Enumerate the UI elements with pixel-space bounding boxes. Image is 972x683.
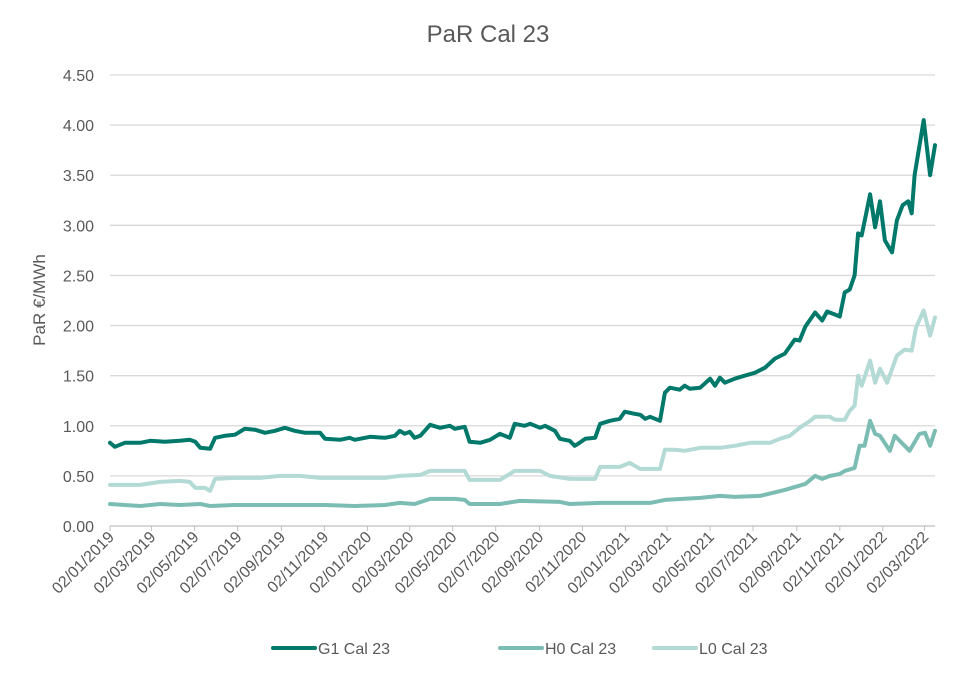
series-line-h0-cal-23 [108,418,937,508]
y-axis-label: PaR €/MWh [30,254,49,346]
y-tick-label: 2.50 [63,268,94,285]
y-tick-label: 1.50 [63,369,94,386]
legend-label: G1 Cal 23 [318,641,390,658]
series-line-l0-cal-23 [108,308,937,493]
legend-label: H0 Cal 23 [545,641,616,658]
legend-label: L0 Cal 23 [699,641,768,658]
chart-title: PaR Cal 23 [427,21,550,48]
y-tick-label: 0.50 [63,469,94,486]
y-tick-label: 2.00 [63,319,94,336]
legend-item: H0 Cal 23 [498,641,616,658]
y-tick-label: 0.00 [63,519,94,536]
y-tick-label: 1.00 [63,419,94,436]
y-tick-label: 4.50 [63,68,94,85]
legend-item: G1 Cal 23 [271,641,390,658]
series-line-g1-cal-23 [108,118,937,451]
y-tick-label: 3.50 [63,168,94,185]
y-tick-label: 4.00 [63,118,94,135]
legend-item: L0 Cal 23 [652,641,768,658]
y-tick-label: 3.00 [63,218,94,235]
